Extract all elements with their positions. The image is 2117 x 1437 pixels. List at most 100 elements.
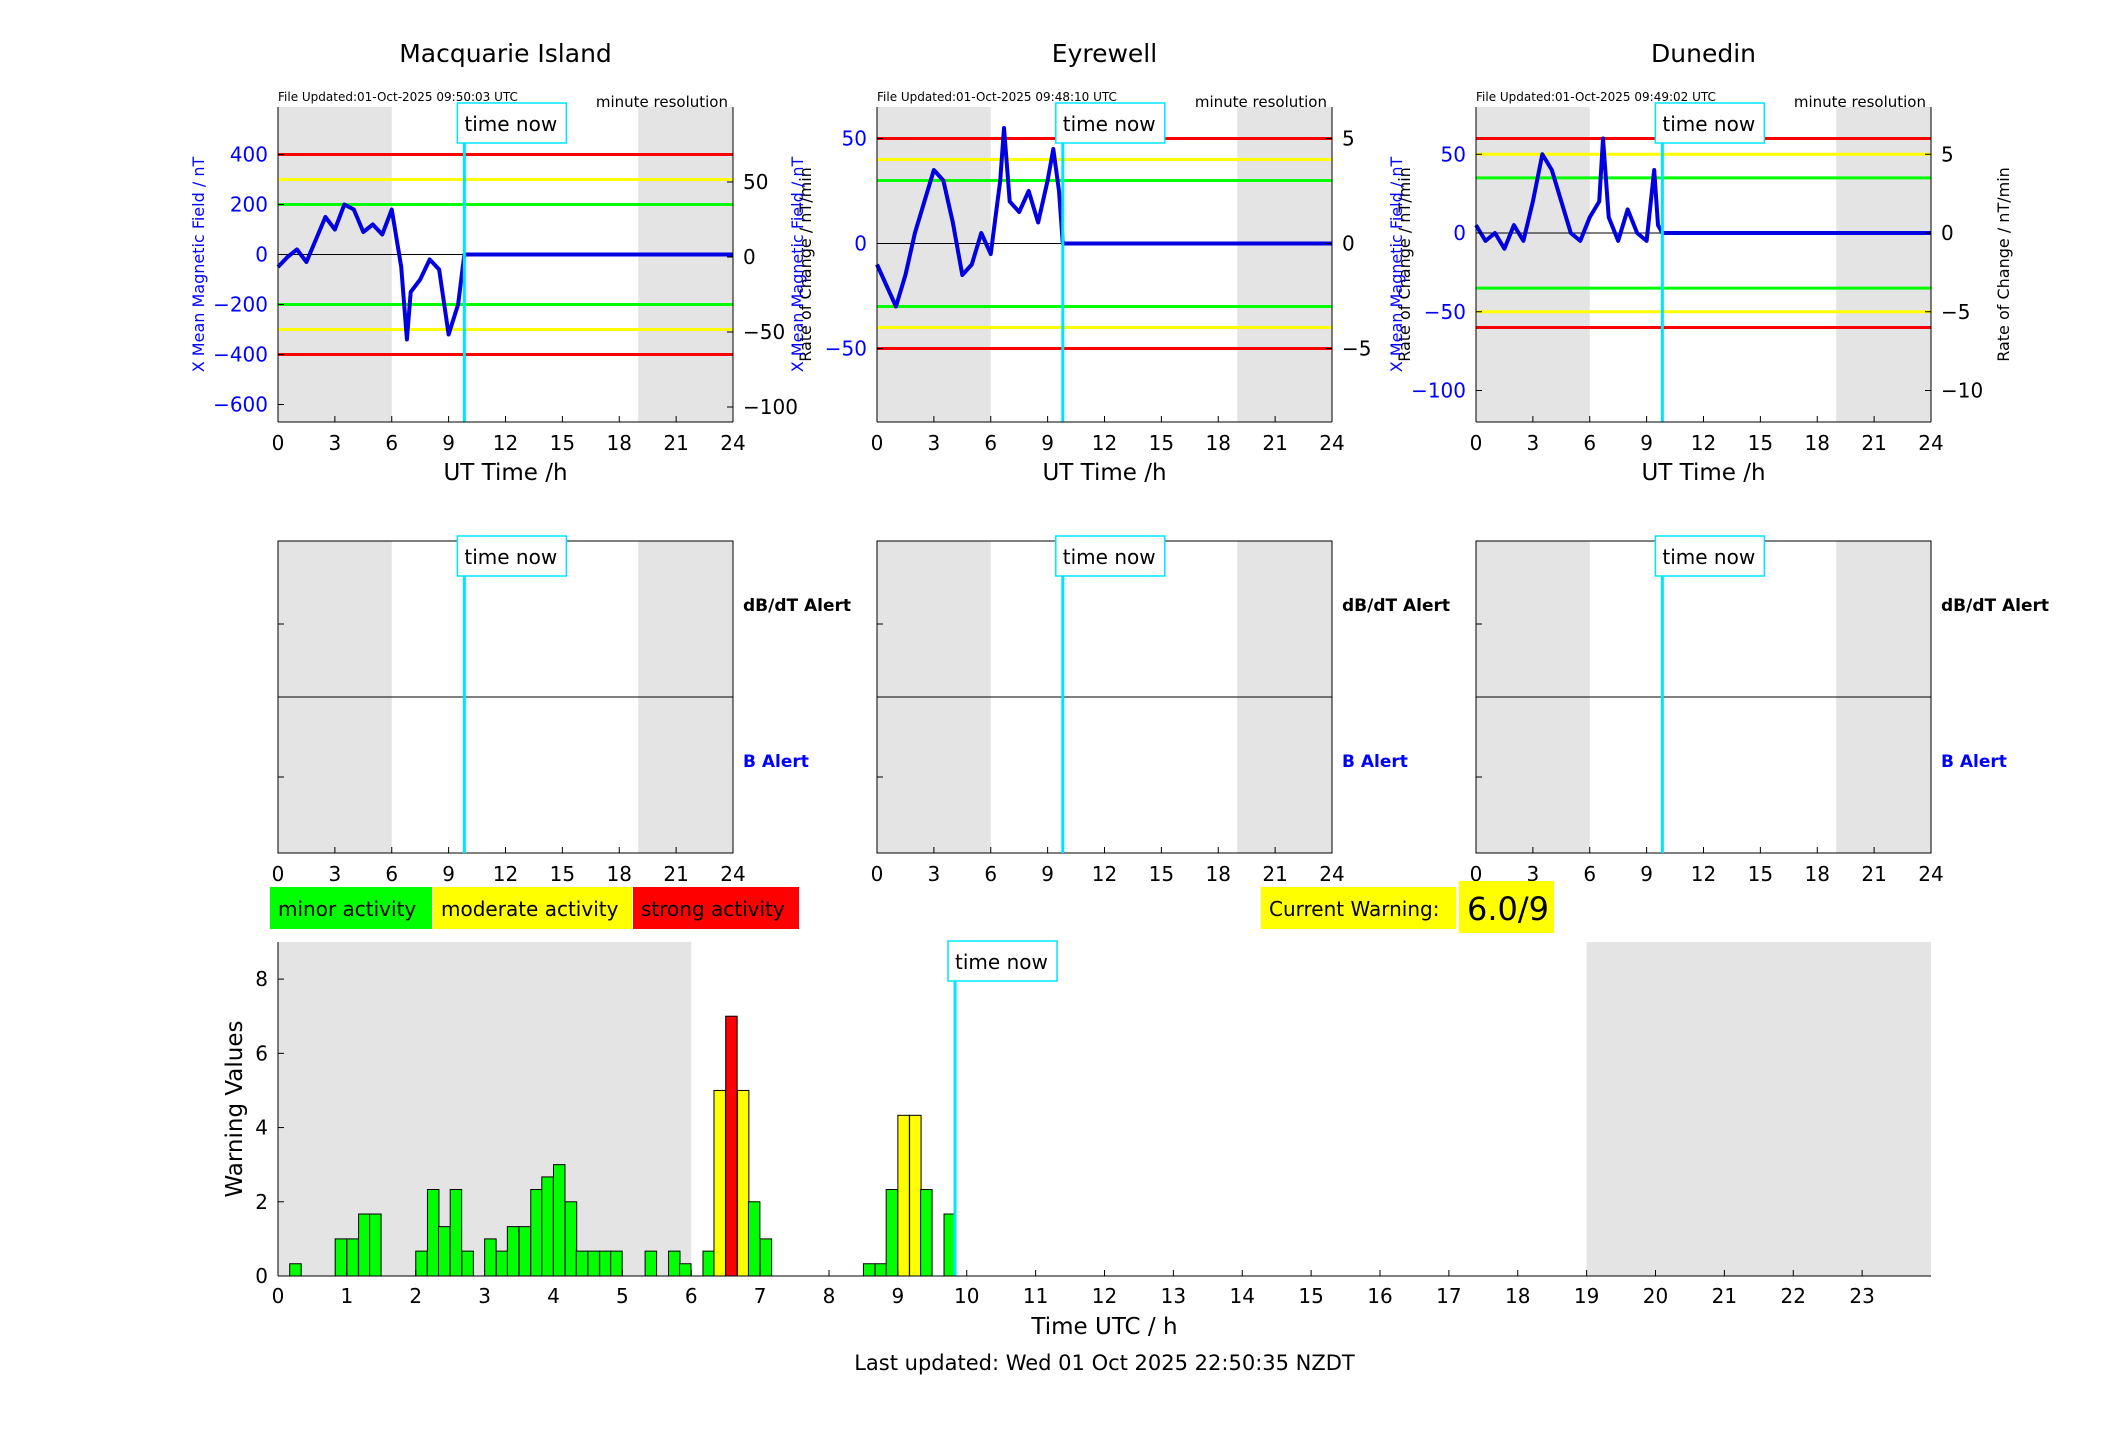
dbdt-alert-label: dB/dT Alert [743,596,851,616]
time-now-marker: time now [1055,535,1166,577]
x-tick-label: 16 [1367,1284,1392,1308]
x-tick-label: 12 [493,862,518,886]
file-updated-text: File Updated:01-Oct-2025 09:49:02 UTC [1476,90,1716,104]
y-tick-label: 6 [255,1041,268,1065]
x-tick-label: 5 [616,1284,629,1308]
x-tick-label: 22 [1781,1284,1806,1308]
y-tick-label-left: −50 [1424,300,1466,324]
time-now-label: time now [464,545,557,569]
warning-bar [484,1238,497,1277]
x-tick-label: 15 [550,862,575,886]
field-series-line [1474,136,1931,251]
warning-bar [564,1201,578,1277]
warning-bar [449,1189,463,1277]
x-tick-label: 18 [1505,1284,1530,1308]
warning-bar [862,1263,876,1277]
y-tick-label: 4 [255,1116,268,1140]
y-tick-label-left: 400 [230,143,268,167]
time-now-marker: time now [456,102,568,144]
x-tick-label: 21 [663,431,688,455]
time-now-box [947,940,1058,982]
warning-bar [530,1189,543,1277]
station-title: Eyrewell [1052,39,1157,68]
x-tick-label: 9 [442,431,455,455]
night-shading [278,107,392,422]
warning-bar [437,1226,451,1277]
night-shading [1586,942,1931,1276]
x-tick-label: 6 [1583,862,1596,886]
x-axis-label: UT Time /h [443,460,567,486]
station-chart-macquarie-island: Macquarie Island File Updated:01-Oct-2025… [189,39,815,486]
x-tick-label: 0 [871,431,884,455]
night-shading [1237,107,1332,422]
field-series-line [276,202,733,342]
warning-bar [668,1250,681,1277]
current-warning: Current Warning: 6.0/9 [1261,881,1554,933]
night-shading [1476,107,1590,422]
warning-bar [713,1089,726,1277]
y-tick-label-right: −5 [1941,300,1970,324]
dbdt-alert-label: dB/dT Alert [1342,596,1450,616]
warning-bar [599,1250,612,1277]
warning-bar [759,1238,773,1277]
x-tick-label: 17 [1436,1284,1461,1308]
y-tick-label-left: −600 [213,393,268,417]
x-tick-label: 18 [607,431,632,455]
x-tick-label: 15 [1149,431,1174,455]
x-tick-label: 0 [272,862,285,886]
x-tick-label: 2 [409,1284,422,1308]
warning-bar [747,1201,761,1277]
x-tick-label: 24 [1319,862,1344,886]
x-tick-label: 7 [754,1284,767,1308]
legend-swatch [270,887,432,929]
warning-bar [461,1250,474,1277]
y-axis-label-right: Rate of Change / nT/min [796,167,815,362]
x-tick-label: 0 [1470,862,1483,886]
y-tick-label-right: −50 [743,320,785,344]
night-shading [1836,107,1931,422]
x-tick-label: 15 [1149,862,1174,886]
x-tick-label: 3 [329,431,342,455]
warning-bar [426,1189,440,1277]
x-tick-label: 9 [892,1284,905,1308]
b-alert-label: B Alert [743,752,809,772]
time-now-label: time now [1063,112,1156,136]
night-shading [638,107,733,422]
time-now-marker: time now [1654,535,1766,577]
y-tick-label-left: −50 [825,337,867,361]
y-axis-label-left: X Mean Magnetic Field / nT [788,157,807,373]
x-tick-label: 4 [547,1284,560,1308]
time-now-box [1055,102,1166,144]
x-tick-label: 21 [1712,1284,1737,1308]
legend-swatch [433,887,632,929]
b-alert-label: B Alert [1941,752,2007,772]
x-tick-label: 24 [1918,862,1943,886]
x-tick-label: 10 [954,1284,979,1308]
warning-bar [679,1263,692,1277]
time-now-label: time now [1662,545,1755,569]
time-now-box [1654,535,1766,577]
warning-bar [415,1250,428,1277]
warning-bar [702,1250,715,1277]
current-warning-label: Current Warning: [1269,897,1439,921]
x-tick-label: 18 [1206,431,1231,455]
station-title: Macquarie Island [399,39,612,68]
x-axis-label: Time UTC / h [1030,1314,1177,1340]
x-tick-label: 6 [685,1284,698,1308]
warning-bar [644,1250,658,1277]
x-tick-label: 20 [1643,1284,1668,1308]
y-tick-label-left: 200 [230,193,268,217]
legend-swatch [633,887,799,929]
x-tick-label: 0 [1470,431,1483,455]
x-tick-label: 3 [329,862,342,886]
warning-bar [909,1114,922,1277]
y-tick-label-right: 0 [1342,232,1355,256]
x-tick-label: 11 [1023,1284,1048,1308]
y-tick-label-right: 50 [743,170,768,194]
alert-panel-2: time now dB/dT Alert B Alert 0 3 6 9 12 15 18 21 24 [871,535,1450,886]
time-now-label: time now [1662,112,1755,136]
x-tick-label: 21 [1861,431,1886,455]
y-tick-label-left: 50 [1441,142,1466,166]
x-tick-label: 12 [1691,862,1716,886]
x-tick-label: 12 [1092,862,1117,886]
